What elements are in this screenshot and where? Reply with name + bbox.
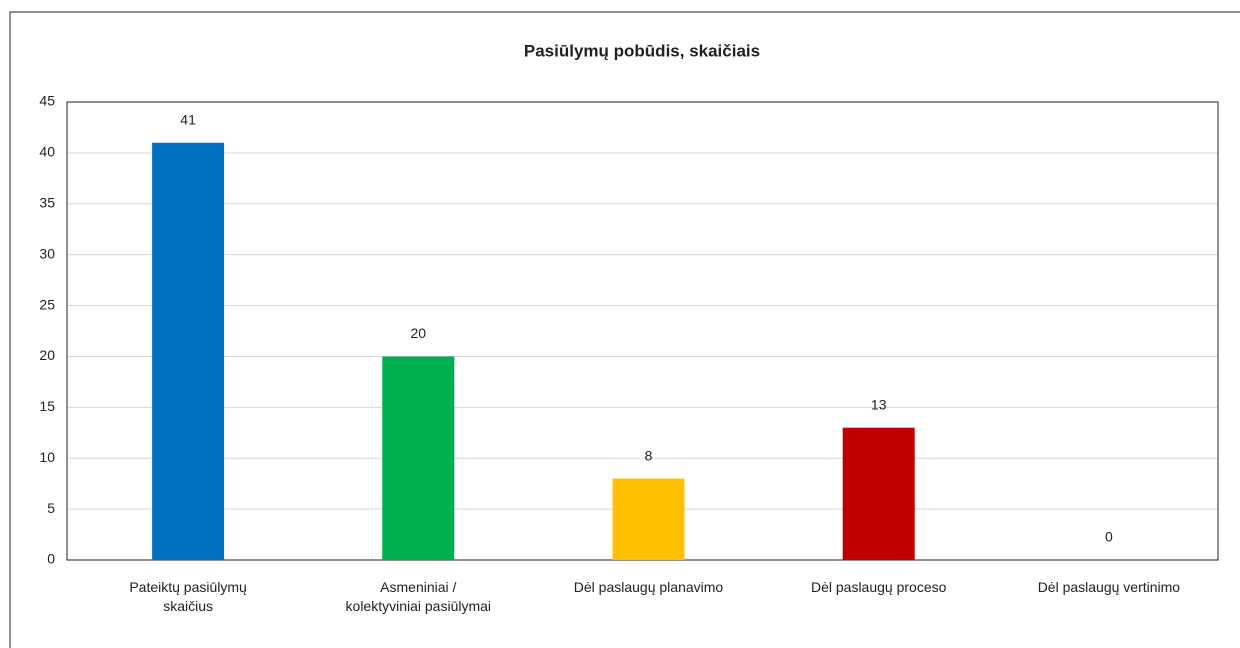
x-tick-label: Dėl paslaugų proceso — [810, 579, 947, 595]
y-tick-label: 25 — [39, 296, 55, 312]
y-tick-label: 45 — [39, 93, 55, 109]
data-label: 0 — [1105, 529, 1113, 545]
data-label: 13 — [871, 396, 887, 412]
x-tick-label: Asmeniniai / kolektyviniai pasiūlymai — [345, 579, 492, 614]
bar — [612, 478, 685, 560]
data-label: 41 — [180, 111, 196, 127]
y-tick-label: 0 — [47, 551, 55, 567]
y-tick-label: 20 — [39, 347, 55, 363]
y-tick-label: 10 — [39, 449, 55, 465]
y-tick-label: 15 — [39, 398, 55, 414]
x-tick-label: Dėl paslaugų planavimo — [573, 579, 724, 595]
x-tick-label: Dėl paslaugų vertinimo — [1037, 579, 1181, 595]
chart-title: Pasiūlymų pobūdis, skaičiais — [524, 41, 760, 60]
y-tick-label: 40 — [39, 144, 55, 160]
bar — [842, 427, 915, 560]
bar — [382, 356, 455, 560]
y-tick-label: 30 — [39, 245, 55, 261]
y-tick-label: 5 — [47, 500, 55, 516]
bar — [152, 142, 225, 560]
y-tick-label: 35 — [39, 194, 55, 210]
x-tick-label: Pateiktų pasiūlymų skaičius — [129, 579, 247, 614]
data-label: 8 — [645, 447, 653, 463]
data-label: 20 — [411, 325, 427, 341]
